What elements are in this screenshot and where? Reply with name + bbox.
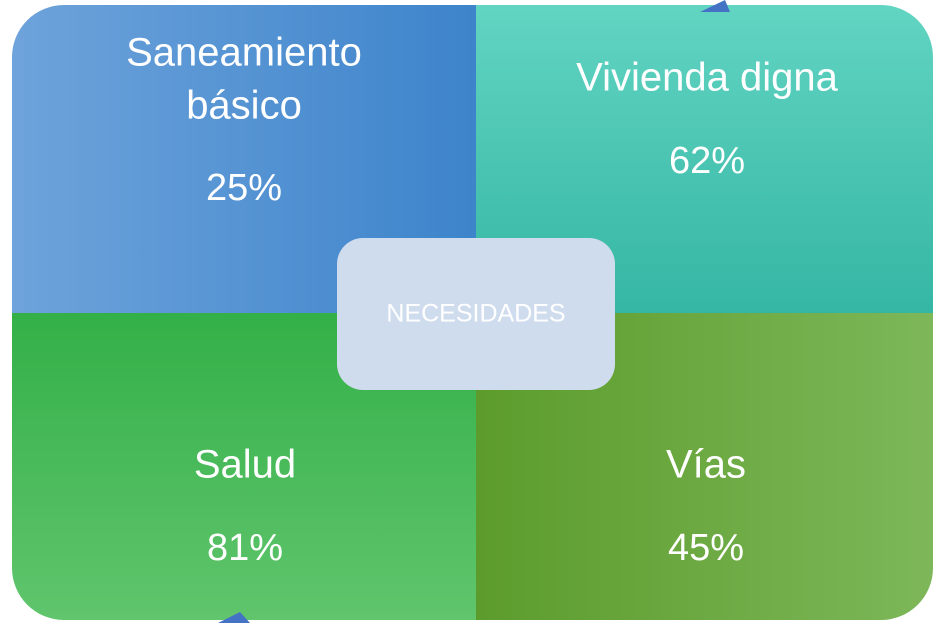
arrow <box>218 612 250 623</box>
center-box <box>337 238 615 390</box>
quadrant-title: básico <box>186 84 302 128</box>
quadrant-title: Saneamiento <box>126 31 362 75</box>
quadrant-percent: 62% <box>669 140 745 182</box>
quadrant-percent: 45% <box>668 527 744 569</box>
center-label: NECESIDADES <box>386 300 565 328</box>
quadrants <box>12 5 933 620</box>
quadrant-title: Salud <box>194 443 296 487</box>
quadrant-percent: 25% <box>206 167 282 209</box>
arrow <box>700 0 730 12</box>
quadrant-percent: 81% <box>207 527 283 569</box>
quadrant-title: Vivienda digna <box>576 56 838 100</box>
quadrant-title: Vías <box>666 443 746 487</box>
